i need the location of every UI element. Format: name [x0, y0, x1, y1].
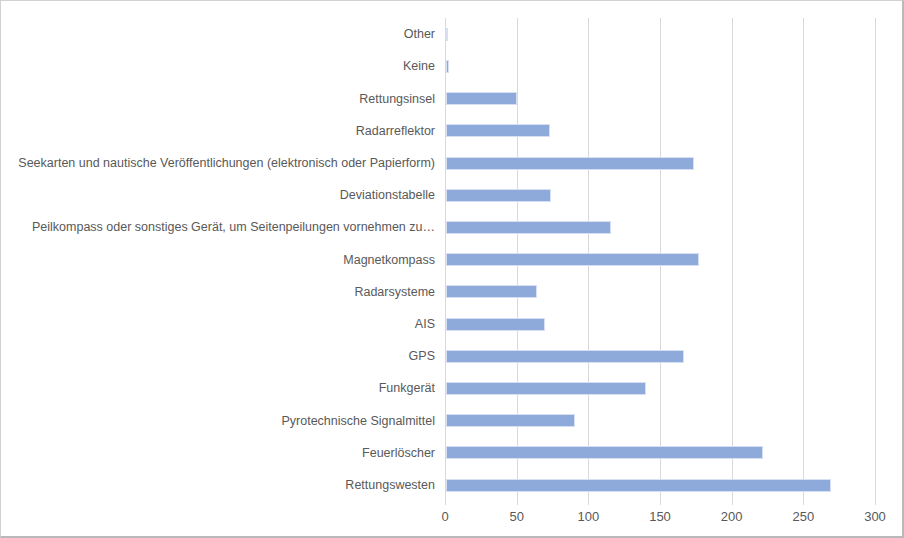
bar	[446, 446, 763, 459]
x-tick-label: 200	[721, 509, 743, 524]
category-label: Deviationstabelle	[340, 187, 435, 203]
category-label: Funkgerät	[379, 380, 435, 396]
bar	[446, 318, 545, 331]
bar	[446, 479, 831, 492]
bar	[446, 28, 448, 41]
bar	[446, 414, 575, 427]
category-label: GPS	[409, 348, 435, 364]
category-label: Feuerlöscher	[362, 445, 435, 461]
bar	[446, 382, 646, 395]
category-label: Seekarten und nautische Veröffentlichung…	[18, 155, 435, 171]
category-label: Rettungsinsel	[359, 91, 435, 107]
x-tick-label: 250	[792, 509, 814, 524]
bar	[446, 92, 517, 105]
category-label: Peilkompass oder sonstiges Gerät, um Sei…	[32, 219, 435, 235]
x-tick-label: 150	[649, 509, 671, 524]
category-label: AIS	[415, 316, 435, 332]
bar	[446, 189, 551, 202]
category-label: Other	[404, 26, 435, 42]
bar	[446, 285, 537, 298]
bar	[446, 157, 694, 170]
bar-chart: Other Keine Rettungsinsel Radarreflektor See…	[0, 0, 904, 538]
bar	[446, 124, 550, 137]
category-label: Pyrotechnische Signalmittel	[281, 413, 435, 429]
bar	[446, 253, 699, 266]
bar	[446, 350, 684, 363]
gridline	[803, 18, 804, 505]
category-label: Radarsysteme	[354, 284, 435, 300]
category-label: Magnetkompass	[343, 252, 435, 268]
category-label: Keine	[403, 58, 435, 74]
x-tick-label: 0	[441, 509, 448, 524]
x-tick-label: 300	[864, 509, 886, 524]
gridline	[732, 18, 733, 505]
x-tick-label: 50	[509, 509, 523, 524]
x-tick-label: 100	[577, 509, 599, 524]
category-label: Rettungswesten	[345, 477, 435, 493]
category-label: Radarreflektor	[356, 123, 435, 139]
gridline	[875, 18, 876, 505]
bar	[446, 60, 449, 73]
bar	[446, 221, 611, 234]
